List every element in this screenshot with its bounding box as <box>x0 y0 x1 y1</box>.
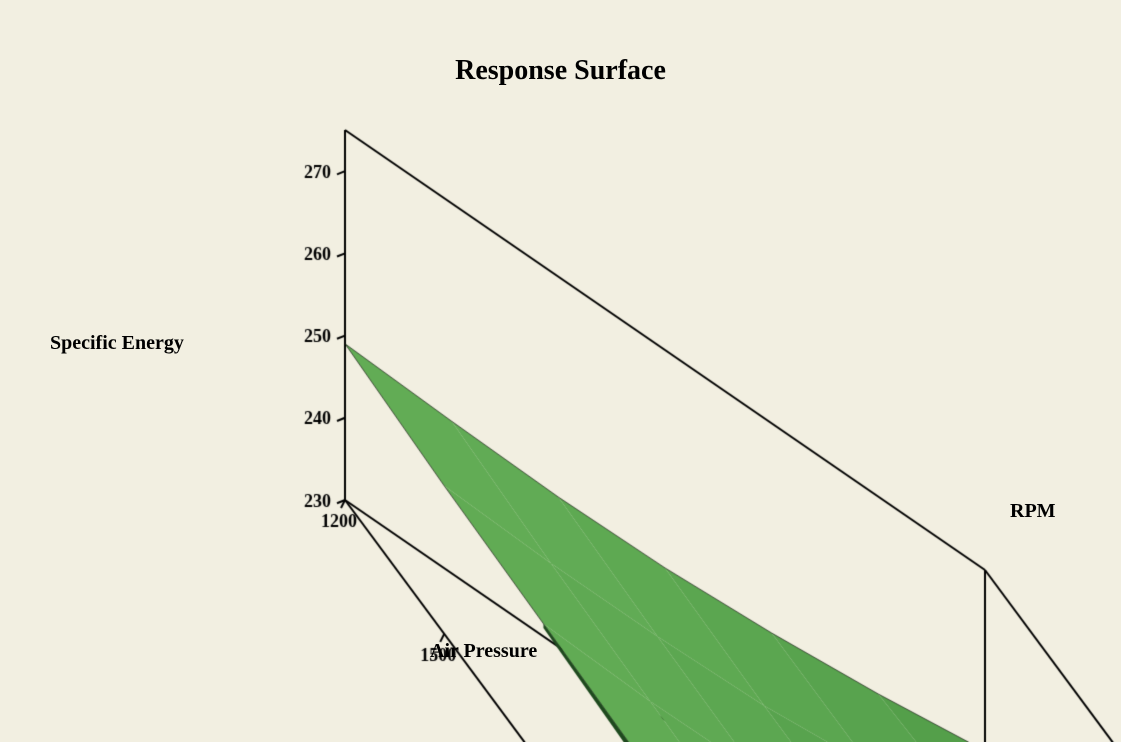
z-axis-label: Specific Energy <box>50 332 184 355</box>
x-axis-label: Air Pressure <box>430 640 537 663</box>
y-axis-label: RPM <box>1010 500 1056 523</box>
chart-title: Response Surface <box>0 55 1121 87</box>
response-surface-chart <box>0 0 1121 742</box>
